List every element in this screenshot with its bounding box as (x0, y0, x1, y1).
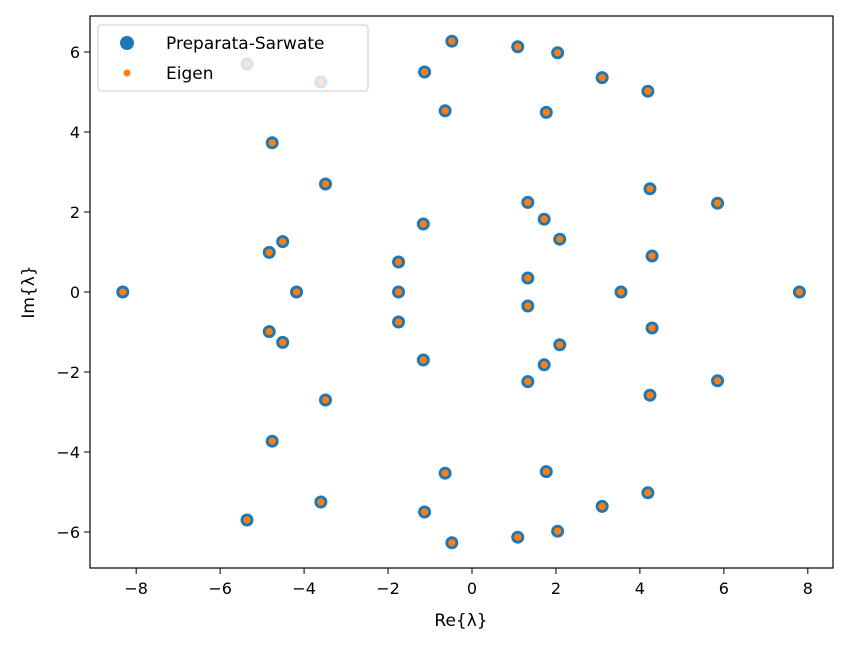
x-tick-label: 6 (719, 579, 729, 598)
eigen-point-20 (420, 508, 429, 516)
eigen-point-14 (394, 258, 403, 266)
eigen-point-11 (279, 238, 287, 246)
eigen-point-16 (394, 288, 403, 296)
eigen-point-48 (713, 199, 722, 207)
legend-box (97, 24, 369, 92)
eigen-point-8 (321, 396, 330, 404)
eigen-point-31 (524, 198, 532, 206)
eigen-point-34 (540, 361, 548, 369)
x-tick-label: 0 (467, 579, 477, 598)
eigen-point-27 (554, 49, 562, 57)
eigen-point-7 (321, 180, 330, 188)
eigen-point-26 (514, 533, 522, 541)
x-axis-ticks: −8 −6 −4 −2 0 2 4 6 8 (124, 568, 813, 598)
y-tick-label: −4 (56, 443, 80, 462)
eigen-point-39 (598, 74, 606, 82)
eigen-point-19 (420, 68, 429, 76)
eigen-point-15 (394, 318, 403, 326)
x-tick-label: −4 (292, 579, 316, 598)
eigen-point-0 (119, 288, 127, 296)
x-tick-label: −2 (376, 579, 400, 598)
eigen-point-41 (644, 87, 652, 95)
eigen-point-40 (598, 502, 606, 510)
eigen-point-4 (317, 498, 325, 506)
eigen-point-24 (448, 539, 456, 547)
eigen-point-37 (524, 274, 532, 282)
eigen-point-50 (795, 288, 804, 296)
eigen-point-6 (268, 437, 276, 445)
y-tick-label: −6 (56, 523, 80, 542)
eigen-point-5 (268, 139, 276, 147)
y-axis-label: Im{λ} (19, 265, 39, 318)
x-axis-label: Re{λ} (434, 611, 487, 631)
legend-label-eigen: Eigen (166, 64, 214, 84)
eigen-point-21 (441, 107, 449, 115)
eigen-point-29 (542, 108, 550, 116)
x-tick-label: 2 (551, 579, 561, 598)
eigen-point-23 (448, 37, 456, 45)
eigen-point-44 (646, 391, 654, 399)
y-tick-label: 6 (70, 43, 80, 62)
x-tick-label: 8 (803, 579, 813, 598)
y-axis-ticks: −6 −4 −2 0 2 4 6 (56, 43, 90, 542)
legend-marker-eigen (123, 69, 131, 77)
y-tick-label: 4 (70, 123, 80, 142)
eigen-point-38 (524, 302, 532, 310)
eigen-point-22 (441, 469, 449, 477)
eigen-point-18 (419, 356, 427, 364)
eigen-point-49 (713, 377, 722, 385)
eigen-point-35 (556, 235, 564, 243)
eigen-point-43 (646, 185, 654, 193)
legend-marker-preparata-sarwate (120, 36, 134, 50)
eigen-point-30 (542, 468, 550, 476)
x-tick-label: −6 (208, 579, 232, 598)
y-tick-label: 0 (70, 283, 80, 302)
eigen-point-9 (265, 248, 273, 256)
eigen-point-33 (540, 215, 548, 223)
y-tick-label: −2 (56, 363, 80, 382)
legend-label-preparata-sarwate: Preparata-Sarwate (166, 34, 325, 54)
eigen-point-32 (524, 378, 532, 386)
eigen-point-13 (292, 288, 301, 296)
legend: Preparata-Sarwate Eigen (97, 24, 369, 92)
x-tick-label: −8 (124, 579, 148, 598)
eigen-point-46 (648, 324, 656, 332)
eigen-point-17 (419, 220, 427, 228)
eigen-point-10 (265, 328, 273, 336)
plot-background (90, 16, 833, 568)
eigen-point-36 (556, 341, 564, 349)
eigen-point-47 (617, 288, 625, 296)
eigen-point-42 (644, 489, 652, 497)
eigen-point-28 (554, 527, 562, 535)
y-tick-label: 2 (70, 203, 80, 222)
x-tick-label: 4 (635, 579, 645, 598)
eigen-point-12 (279, 338, 287, 346)
eigen-point-45 (648, 252, 656, 260)
eigen-point-25 (514, 43, 522, 51)
eigen-point-2 (243, 516, 251, 524)
series-eigen (119, 37, 804, 547)
